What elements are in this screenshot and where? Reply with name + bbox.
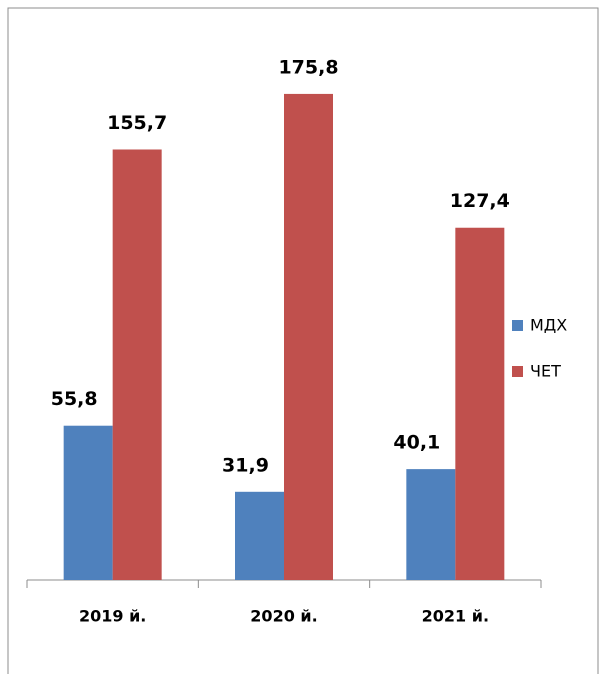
chart-border (7, 7, 599, 674)
legend-label: ЧЕТ (530, 362, 561, 381)
data-label: 40,1 (393, 432, 440, 454)
x-tick-label: 2020 й. (250, 607, 317, 626)
bar (63, 425, 113, 580)
x-tick-label: 2021 й. (422, 607, 489, 626)
data-label: 175,8 (278, 56, 338, 78)
bar (406, 469, 456, 580)
bar (455, 227, 505, 580)
data-label: 127,4 (450, 190, 510, 212)
legend-swatch (512, 320, 523, 331)
legend-label: МДХ (530, 316, 567, 335)
legend-swatch (512, 366, 523, 377)
data-label: 155,7 (107, 112, 167, 134)
bar (112, 149, 162, 580)
x-tick-label: 2019 й. (79, 607, 146, 626)
data-label: 31,9 (222, 454, 269, 476)
bar (235, 491, 284, 580)
data-label: 55,8 (51, 388, 98, 410)
bar (284, 93, 333, 581)
